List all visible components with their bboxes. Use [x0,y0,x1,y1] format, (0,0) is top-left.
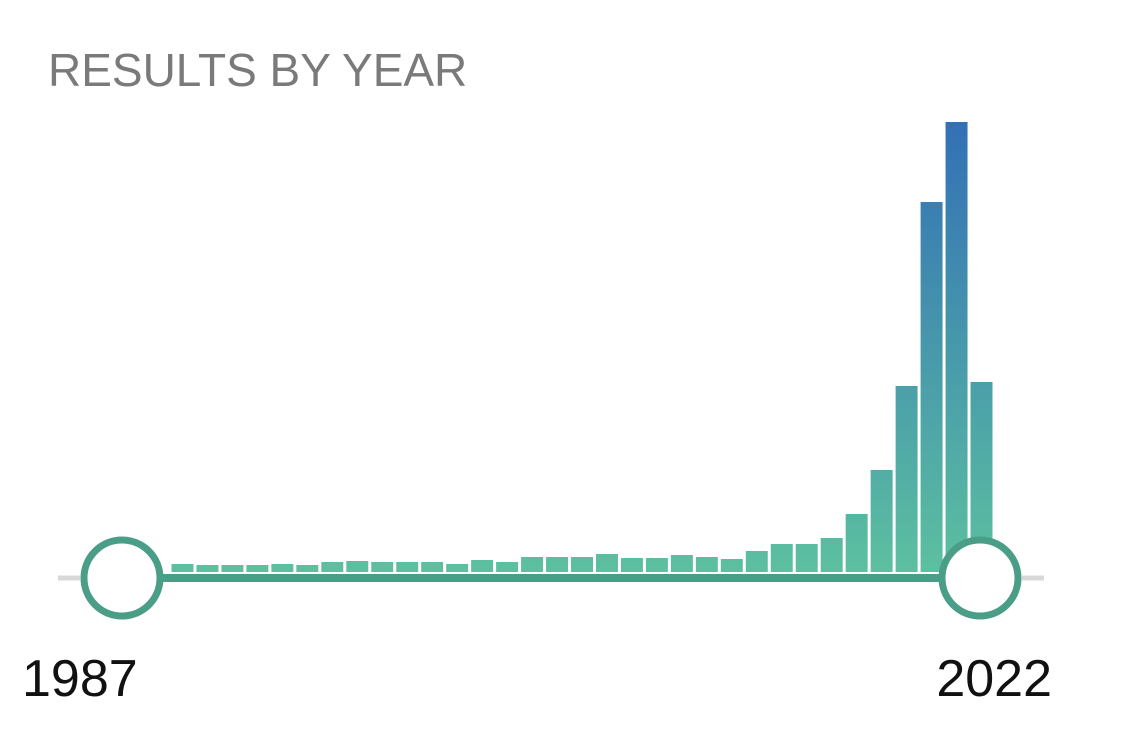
year-bar[interactable] [471,560,494,572]
year-bar[interactable] [321,562,344,572]
year-bar[interactable] [396,562,419,572]
year-bar[interactable] [571,557,593,572]
year-bar[interactable] [970,382,993,572]
year-bar[interactable] [670,555,693,572]
year-bar[interactable] [496,562,519,572]
year-bar[interactable] [945,122,968,572]
year-bar[interactable] [720,559,743,572]
year-bar[interactable] [695,557,718,572]
widget-title: RESULTS BY YEAR [48,44,467,96]
year-bar[interactable] [446,564,469,572]
year-bar[interactable] [421,562,444,572]
histogram [171,122,993,572]
year-bar[interactable] [895,386,918,572]
year-bar[interactable] [346,561,369,572]
year-bar[interactable] [171,564,194,572]
year-bar[interactable] [521,557,544,572]
year-bar[interactable] [595,554,618,572]
year-bar[interactable] [920,202,943,572]
year-bar[interactable] [371,562,394,572]
year-bar[interactable] [795,544,818,572]
year-bar[interactable] [745,551,768,572]
year-bar[interactable] [546,557,569,572]
year-bar[interactable] [845,514,868,572]
year-bar[interactable] [620,558,643,572]
slider-end-handle[interactable] [938,536,1022,620]
year-bar[interactable] [246,565,269,572]
year-bar[interactable] [271,564,294,572]
year-bar[interactable] [196,565,219,572]
end-year-label: 2022 [936,650,1052,708]
year-bar[interactable] [870,470,893,572]
slider-start-handle[interactable] [80,536,164,620]
start-year-label: 1987 [22,650,138,708]
year-bar[interactable] [645,558,668,572]
year-bar[interactable] [820,538,843,572]
year-bar[interactable] [770,544,793,572]
year-bar[interactable] [221,565,244,572]
year-bar[interactable] [296,565,319,572]
